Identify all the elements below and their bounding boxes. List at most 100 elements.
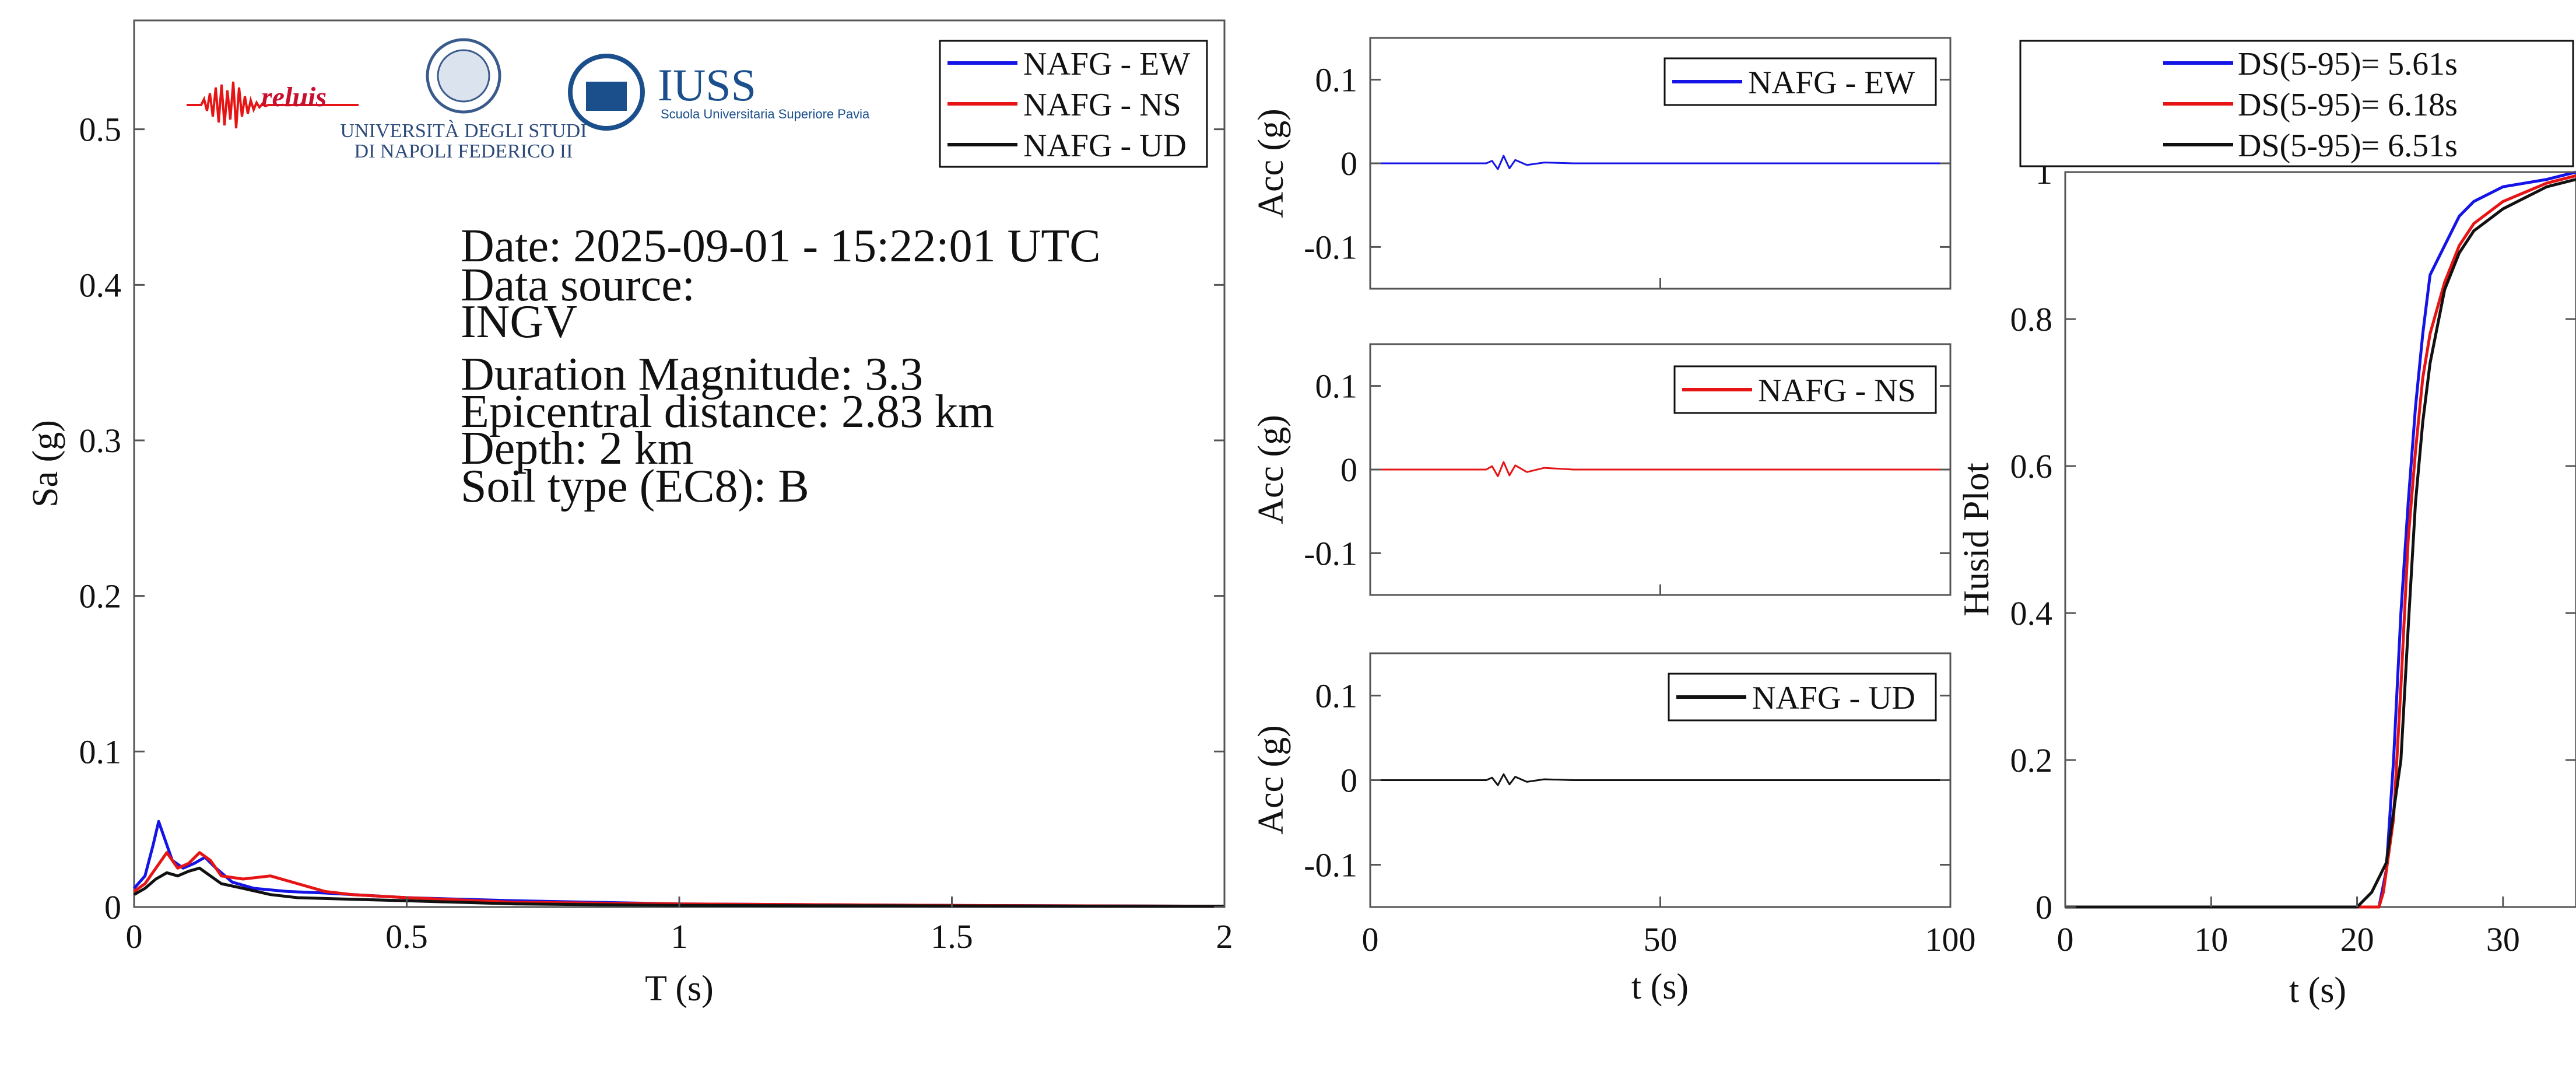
- y-tick-label: 0.1: [1315, 367, 1358, 405]
- acc-ud-legend-label: NAFG - UD: [1752, 680, 1915, 716]
- unina-line2: DI NAPOLI FEDERICO II: [355, 141, 573, 162]
- husid-legend-box: [2019, 40, 2574, 167]
- info-source: INGV: [461, 296, 577, 348]
- acc-ns-legend-label: NAFG - NS: [1758, 373, 1916, 409]
- series-line-1: [1370, 155, 1950, 170]
- y-tick-label: 0.1: [79, 733, 122, 771]
- acc-ew-legend-box: [1663, 57, 1937, 106]
- y-tick-label: -0.1: [1304, 534, 1357, 572]
- x-tick-label: 0.5: [385, 918, 428, 955]
- series-line-2: [133, 851, 1225, 908]
- spectrum-lines: [133, 820, 1225, 908]
- y-tick-label: 0.4: [2010, 594, 2053, 632]
- husid-lines: [2065, 170, 2576, 909]
- x-tick-label: 100: [1925, 920, 1976, 958]
- iuss-subtitle: Scuola Universitaria Superiore Pavia: [661, 107, 870, 121]
- acc-ns-ticks: 0.1 0 -0.1: [1304, 367, 1952, 595]
- husid-xlabel: t (s): [2289, 971, 2346, 1010]
- reluis-seismogram: [187, 81, 359, 129]
- spectrum-ylabel: Sa (g): [26, 420, 65, 507]
- legend-label-ew: NAFG - EW: [1023, 46, 1190, 82]
- acc-ns-lines: [1370, 461, 1950, 477]
- info-distance: Epicentral distance: 2.83 km: [461, 386, 994, 437]
- husid-ticks: 00.20.40.60.810 10 20 30: [2010, 153, 2576, 958]
- spectrum-ticks: 0 0.1 0.2 0.3 0.4 0.5 0 0.5 1 1.5 2: [79, 111, 1233, 955]
- x-tick-label: 10: [2194, 920, 2228, 958]
- series-line-1: [1370, 461, 1950, 477]
- x-tick-label: 0: [126, 918, 143, 955]
- husid-legend-label-ud: DS(5-95)= 6.51s: [2238, 128, 2458, 164]
- y-tick-label: 0.2: [79, 577, 122, 615]
- info-date: Date: 2025-09-01 - 15:22:01 UTC: [461, 220, 1101, 272]
- acc-ud-ylabel: Acc (g): [1251, 725, 1291, 835]
- unina-seal: [426, 38, 501, 114]
- acc-ns-ylabel: Acc (g): [1251, 415, 1291, 524]
- acc-ud-lines: [1370, 773, 1950, 786]
- series-line-3: [2065, 178, 2576, 909]
- x-tick-label: 1.5: [931, 918, 973, 955]
- info-depth: Depth: 2 km: [461, 423, 694, 474]
- reluis-text: reluis: [261, 82, 327, 113]
- y-tick-label: 0: [2035, 888, 2052, 926]
- acc-ew-lines: [1370, 155, 1950, 170]
- spectrum-xlabel: T (s): [645, 969, 714, 1009]
- husid-legend-label-ns: DS(5-95)= 6.18s: [2238, 87, 2458, 123]
- y-tick-label: 0: [1340, 451, 1357, 489]
- series-line-2: [2065, 174, 2576, 909]
- reluis-logo: reluis: [187, 81, 359, 129]
- y-tick-label: -0.1: [1304, 228, 1357, 266]
- acc-panel-ud: 0.10-0.10 50 100 Acc (g) t (s) NAFG - UD: [1251, 652, 1976, 1007]
- y-tick-label: 0: [1340, 145, 1357, 183]
- iuss-title: IUSS: [658, 59, 756, 110]
- acc-ew-ticks: 0.1 0 -0.1: [1304, 61, 1952, 289]
- y-tick-label: 0.6: [2010, 447, 2053, 485]
- spectrum-panel: 0 0.1 0.2 0.3 0.4 0.5 0 0.5 1 1.5 2 T (s) Sa (g) r…: [26, 19, 1233, 1009]
- event-info: Date: 2025-09-01 - 15:22:01 UTC Data sou…: [461, 220, 1101, 512]
- y-tick-label: 0: [1340, 762, 1357, 800]
- x-tick-label: 0: [2057, 920, 2074, 958]
- x-tick-label: 0: [1362, 920, 1379, 958]
- acc-ud-ticks: 0.10-0.10 50 100: [1304, 677, 1975, 959]
- y-tick-label: 0: [104, 888, 121, 926]
- husid-panel: 00.20.40.60.810 10 20 30 Husid Plot t (s) D…: [1957, 40, 2576, 1010]
- y-tick-label: 0.1: [1315, 677, 1358, 715]
- husid-legend-label-ew: DS(5-95)= 5.61s: [2238, 46, 2458, 82]
- y-tick-label: 0.5: [79, 111, 122, 149]
- iuss-emblem-building: [586, 82, 627, 111]
- x-tick-label: 1: [671, 918, 688, 955]
- x-tick-label: 30: [2486, 920, 2520, 958]
- y-tick-label: -0.1: [1304, 846, 1357, 884]
- y-tick-label: 0.2: [2010, 741, 2053, 779]
- acc-panel-ew: 0.1 0 -0.1 Acc (g) NAFG - EW: [1251, 37, 1952, 290]
- y-tick-label: 0.4: [79, 266, 122, 304]
- legend-label-ns: NAFG - NS: [1023, 87, 1181, 123]
- acc-panel-ns: 0.1 0 -0.1 Acc (g) NAFG - NS: [1251, 343, 1952, 596]
- acc-ew-legend-label: NAFG - EW: [1748, 65, 1915, 101]
- husid-ylabel: Husid Plot: [1957, 463, 1996, 617]
- unina-line1: UNIVERSITÀ DEGLI STUDI: [340, 120, 587, 142]
- y-tick-label: 0.3: [79, 422, 122, 460]
- x-tick-label: 20: [2340, 920, 2374, 958]
- unina-seal-inner: [437, 49, 490, 103]
- info-magnitude: Duration Magnitude: 3.3: [461, 349, 923, 400]
- info-source-label: Data source:: [461, 260, 695, 311]
- y-tick-label: 0.1: [1315, 61, 1358, 99]
- series-line-1: [2065, 170, 2576, 909]
- husid-plot-frame: [2064, 171, 2576, 908]
- spectrum-legend: NAFG - EW NAFG - NS NAFG - UD: [939, 40, 1208, 168]
- iuss-logo: IUSS Scuola Universitaria Superiore Pavi…: [568, 54, 870, 131]
- series-line-3: [133, 866, 1225, 908]
- legend-label-ud: NAFG - UD: [1023, 128, 1187, 164]
- husid-legend: DS(5-95)= 5.61s DS(5-95)= 6.18s DS(5-95)…: [2019, 40, 2574, 167]
- unina-logo: UNIVERSITÀ DEGLI STUDI DI NAPOLI FEDERIC…: [340, 38, 587, 162]
- acc-ew-legend: NAFG - EW: [1663, 57, 1937, 106]
- series-line-1: [1370, 773, 1950, 786]
- acc-ns-legend: NAFG - NS: [1673, 365, 1937, 414]
- acc-ew-ylabel: Acc (g): [1251, 108, 1291, 218]
- x-tick-label: 50: [1644, 920, 1677, 958]
- acc-ud-xlabel: t (s): [1631, 967, 1689, 1007]
- spectrum-plot-frame: [133, 19, 1226, 908]
- y-tick-label: 0.8: [2010, 300, 2053, 338]
- acc-ud-legend: NAFG - UD: [1668, 673, 1937, 722]
